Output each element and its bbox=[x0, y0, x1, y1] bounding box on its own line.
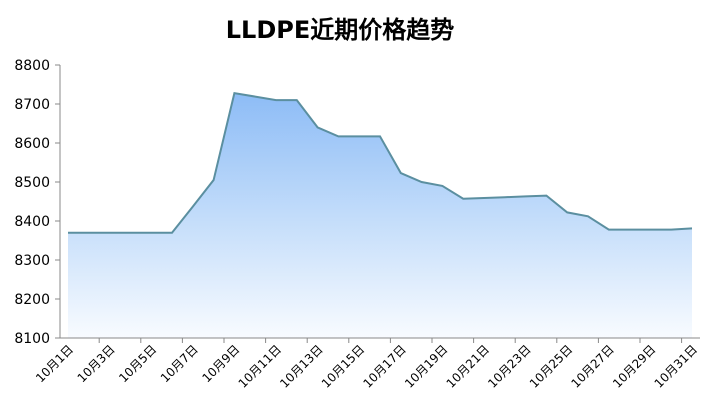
x-tick-label: 10月11日 bbox=[236, 342, 284, 390]
x-tick-label: 10月5日 bbox=[116, 342, 159, 385]
y-tick-label: 8700 bbox=[14, 97, 50, 113]
line bbox=[68, 91, 693, 234]
x-tick-label: 10月31日 bbox=[652, 342, 700, 390]
x-tick-label: 10月29日 bbox=[610, 342, 658, 390]
x-tick-label: 10月15日 bbox=[319, 342, 367, 390]
y-tick-label: 8100 bbox=[14, 331, 50, 347]
y-tick-label: 8300 bbox=[14, 253, 50, 269]
y-tick-label: 8600 bbox=[14, 136, 50, 152]
x-tick-label: 10月19日 bbox=[402, 342, 450, 390]
x-tick-label: 10月21日 bbox=[444, 342, 492, 390]
x-tick-label: 10月9日 bbox=[199, 342, 242, 385]
chart-title: LLDPE近期价格趋势 bbox=[226, 16, 455, 44]
x-tick-label: 10月1日 bbox=[33, 342, 76, 385]
x-tick-label: 10月27日 bbox=[568, 342, 616, 390]
area bbox=[68, 93, 692, 338]
y-tick-label: 8500 bbox=[14, 175, 50, 191]
y-tick-label: 8800 bbox=[14, 58, 50, 74]
y-tick-label: 8200 bbox=[14, 292, 50, 308]
x-tick-label: 10月13日 bbox=[277, 342, 325, 390]
x-tick-label: 10月23日 bbox=[485, 342, 533, 390]
x-tick-label: 10月3日 bbox=[75, 342, 118, 385]
y-tick-label: 8400 bbox=[14, 214, 50, 230]
x-tick-label: 10月17日 bbox=[360, 342, 408, 390]
x-tick-label: 10月7日 bbox=[158, 342, 201, 385]
x-tick-label: 10月25日 bbox=[527, 342, 575, 390]
